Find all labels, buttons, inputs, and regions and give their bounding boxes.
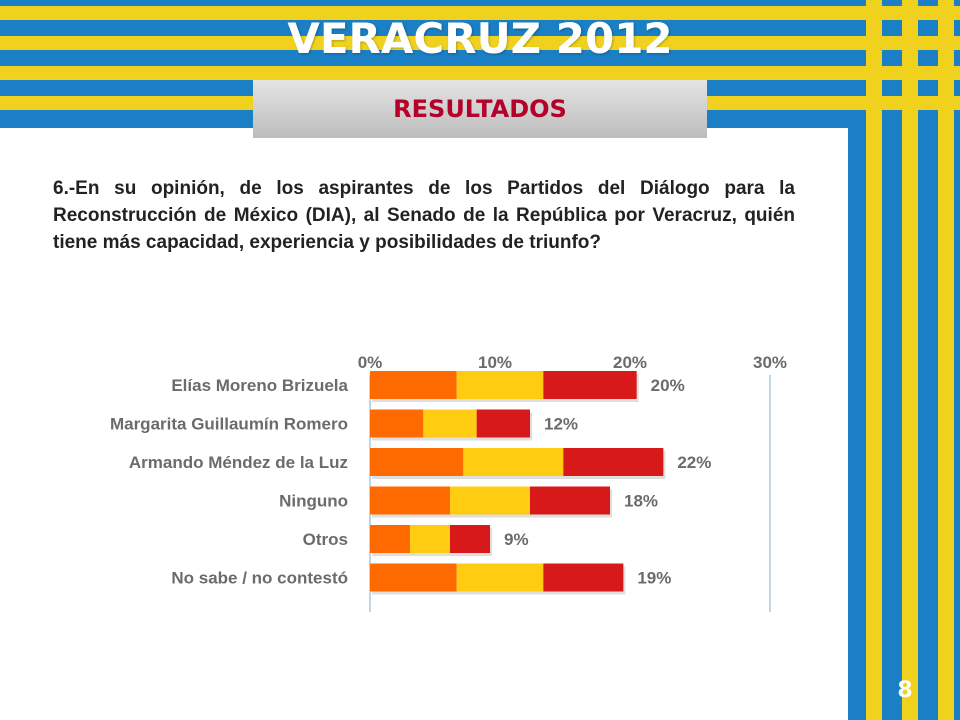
bar-segment <box>370 563 457 592</box>
subtitle-box: RESULTADOS <box>253 80 707 138</box>
data-label: 9% <box>504 530 529 549</box>
data-label: 20% <box>651 376 685 395</box>
bar-segment <box>450 486 530 515</box>
category-label: Margarita Guillaumín Romero <box>110 415 348 434</box>
page-title: VERACRUZ 2012 <box>287 14 673 63</box>
bar-segment <box>370 525 410 553</box>
category-label: Armando Méndez de la Luz <box>129 453 348 472</box>
data-label: 19% <box>637 569 671 588</box>
bar-segment <box>476 409 530 438</box>
bar-segment <box>543 371 637 399</box>
bar-segment <box>463 448 564 476</box>
x-tick-label: 0% <box>358 353 383 372</box>
data-label: 12% <box>544 415 578 434</box>
category-label: Otros <box>303 530 348 549</box>
bar-segment <box>370 486 450 515</box>
x-tick-label: 20% <box>613 353 647 372</box>
x-tick-label: 10% <box>478 353 512 372</box>
bar-segment <box>370 371 457 399</box>
bar-segment <box>370 409 424 438</box>
bar-segment <box>456 371 544 399</box>
right-stripes <box>866 0 954 720</box>
bar-segment <box>423 409 477 438</box>
bar-segment <box>370 448 464 476</box>
category-label: Ninguno <box>279 492 348 511</box>
bar-segment <box>456 563 544 592</box>
data-label: 22% <box>677 453 711 472</box>
page-number: 8 <box>897 678 913 703</box>
question-text: 6.-En su opinión, de los aspirantes de l… <box>53 178 795 253</box>
bar-segment <box>563 448 664 476</box>
data-label: 18% <box>624 492 658 511</box>
bar-segment <box>530 486 610 515</box>
bar-segment <box>543 563 624 592</box>
category-label: No sabe / no contestó <box>171 569 348 588</box>
stacked-bar-chart: 0% 10% 20% 30% Elías Moreno Brizuela 20% Marga… <box>110 353 787 612</box>
subtitle: RESULTADOS <box>393 95 567 123</box>
top-stripes <box>0 6 960 110</box>
bar-segment <box>450 525 490 553</box>
x-tick-label: 30% <box>753 353 787 372</box>
category-label: Elías Moreno Brizuela <box>171 376 348 395</box>
bar-segment <box>410 525 450 553</box>
